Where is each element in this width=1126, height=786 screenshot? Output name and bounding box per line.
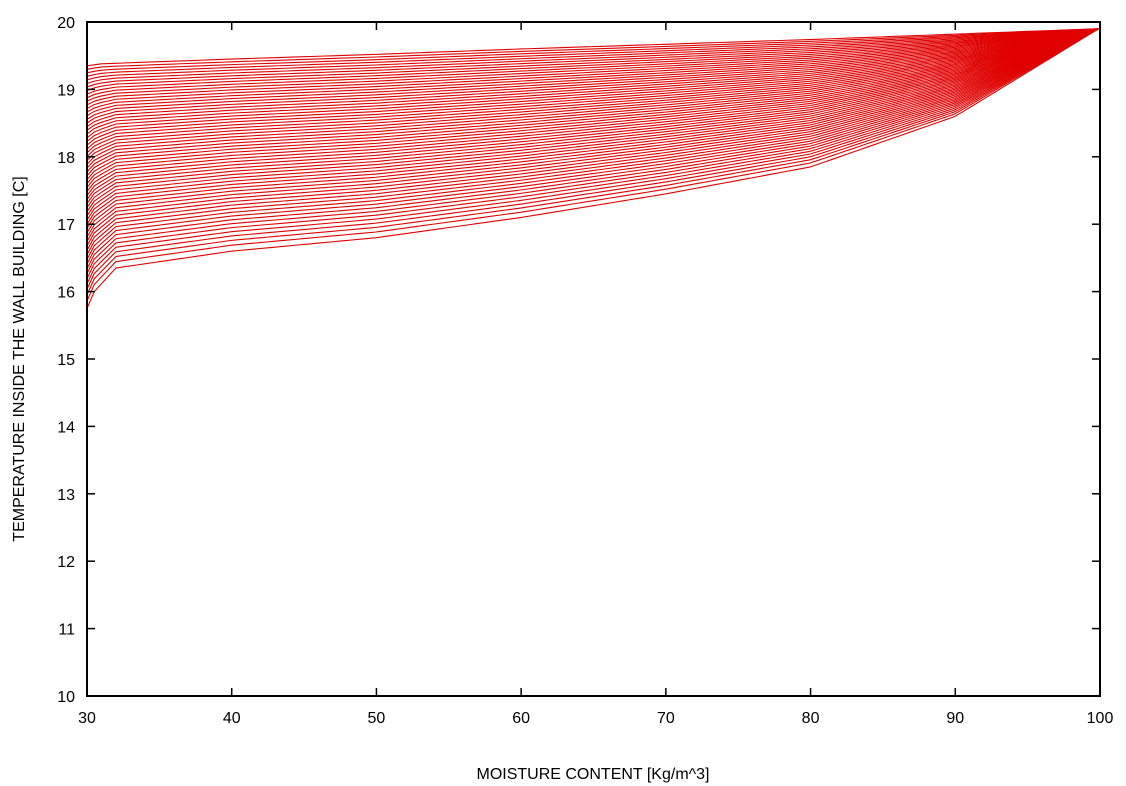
series-line bbox=[86, 28, 1099, 233]
series-line bbox=[86, 28, 1099, 309]
series-line bbox=[86, 28, 1099, 274]
series-line bbox=[86, 28, 1099, 88]
series-line bbox=[86, 28, 1099, 251]
series-line bbox=[86, 28, 1099, 142]
series-line bbox=[86, 28, 1099, 221]
series-line bbox=[86, 28, 1099, 113]
series-line bbox=[86, 28, 1099, 99]
y-tick-label: 12 bbox=[57, 554, 75, 571]
series-line bbox=[86, 28, 1099, 139]
series-line bbox=[86, 28, 1099, 196]
series-line bbox=[86, 28, 1099, 242]
series-line bbox=[86, 28, 1099, 184]
series-line bbox=[86, 28, 1099, 238]
axis-ticks: 30 40 50 60 70 80 90 100 10 11 12 13 14 15 16 17 18 19 20 bbox=[57, 15, 1113, 727]
series-line bbox=[86, 28, 1099, 173]
curve-family bbox=[86, 28, 1099, 309]
x-tick-label: 90 bbox=[946, 710, 964, 727]
y-tick-label: 14 bbox=[57, 419, 75, 436]
x-tick-label: 100 bbox=[1087, 710, 1114, 727]
series-line bbox=[86, 28, 1099, 106]
x-tick-label: 80 bbox=[802, 710, 820, 727]
series-line bbox=[86, 28, 1099, 117]
y-tick-label: 20 bbox=[57, 15, 75, 32]
x-tick-label: 60 bbox=[512, 710, 530, 727]
y-tick-label: 17 bbox=[57, 217, 75, 234]
y-tick-label: 11 bbox=[58, 622, 75, 639]
series-line bbox=[86, 28, 1099, 188]
series-line bbox=[86, 28, 1099, 92]
series-line bbox=[86, 28, 1099, 74]
series-line bbox=[86, 28, 1099, 146]
y-tick-label: 15 bbox=[57, 352, 75, 369]
series-line bbox=[86, 28, 1099, 260]
series-line bbox=[86, 28, 1099, 256]
series-line bbox=[86, 28, 1099, 285]
series-line bbox=[86, 28, 1099, 213]
x-tick-label: 70 bbox=[657, 710, 675, 727]
y-tick-label: 13 bbox=[57, 487, 75, 504]
y-axis-title: TEMPERATURE INSIDE THE WALL BUILDING [C] bbox=[11, 176, 28, 541]
series-line bbox=[86, 28, 1099, 204]
series-line bbox=[86, 28, 1099, 131]
series-line bbox=[86, 28, 1099, 77]
series-line bbox=[86, 28, 1099, 135]
series-line bbox=[86, 28, 1099, 247]
series-line bbox=[86, 28, 1099, 157]
series-line bbox=[86, 28, 1099, 124]
plot-frame bbox=[86, 21, 1101, 697]
series-line bbox=[86, 28, 1099, 84]
series-line bbox=[86, 28, 1099, 270]
series-line bbox=[86, 28, 1099, 154]
series-line bbox=[86, 28, 1099, 290]
series-line bbox=[86, 28, 1099, 192]
series-line bbox=[86, 28, 1099, 150]
series-line bbox=[86, 28, 1099, 177]
series-line bbox=[86, 28, 1099, 102]
series-line bbox=[86, 28, 1099, 120]
series-line bbox=[86, 28, 1099, 70]
x-axis-title: MOISTURE CONTENT [Kg/m^3] bbox=[476, 766, 709, 783]
series-line bbox=[86, 28, 1099, 217]
series-line bbox=[86, 28, 1099, 181]
y-tick-label: 18 bbox=[57, 150, 75, 167]
series-line bbox=[86, 28, 1099, 169]
series-line bbox=[86, 28, 1099, 128]
series-line bbox=[86, 28, 1099, 95]
series-line bbox=[86, 28, 1099, 229]
y-tick-label: 16 bbox=[57, 285, 75, 302]
series-line bbox=[86, 28, 1099, 81]
series-line bbox=[86, 28, 1099, 165]
series-line bbox=[86, 28, 1099, 67]
y-tick-label: 19 bbox=[57, 82, 75, 99]
series-line bbox=[86, 28, 1099, 279]
x-tick-label: 50 bbox=[368, 710, 386, 727]
series-line bbox=[86, 28, 1099, 200]
x-tick-label: 40 bbox=[223, 710, 241, 727]
series-line bbox=[86, 28, 1099, 109]
series-line bbox=[86, 28, 1099, 302]
y-tick-label: 10 bbox=[57, 689, 75, 706]
series-line bbox=[86, 28, 1099, 296]
series-line bbox=[86, 28, 1099, 161]
x-tick-label: 30 bbox=[78, 710, 96, 727]
series-line bbox=[86, 28, 1099, 208]
series-line bbox=[86, 28, 1099, 265]
series-line bbox=[86, 28, 1099, 225]
